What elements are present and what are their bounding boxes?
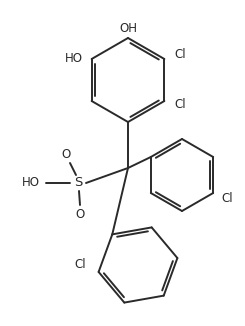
Text: OH: OH xyxy=(119,22,137,36)
Text: Cl: Cl xyxy=(221,192,233,205)
Text: S: S xyxy=(74,176,82,189)
Text: HO: HO xyxy=(22,176,40,189)
Text: O: O xyxy=(75,208,85,220)
Text: HO: HO xyxy=(65,52,83,66)
Text: Cl: Cl xyxy=(75,259,86,272)
Text: Cl: Cl xyxy=(174,49,186,62)
Text: O: O xyxy=(61,149,71,161)
Text: Cl: Cl xyxy=(174,98,186,111)
